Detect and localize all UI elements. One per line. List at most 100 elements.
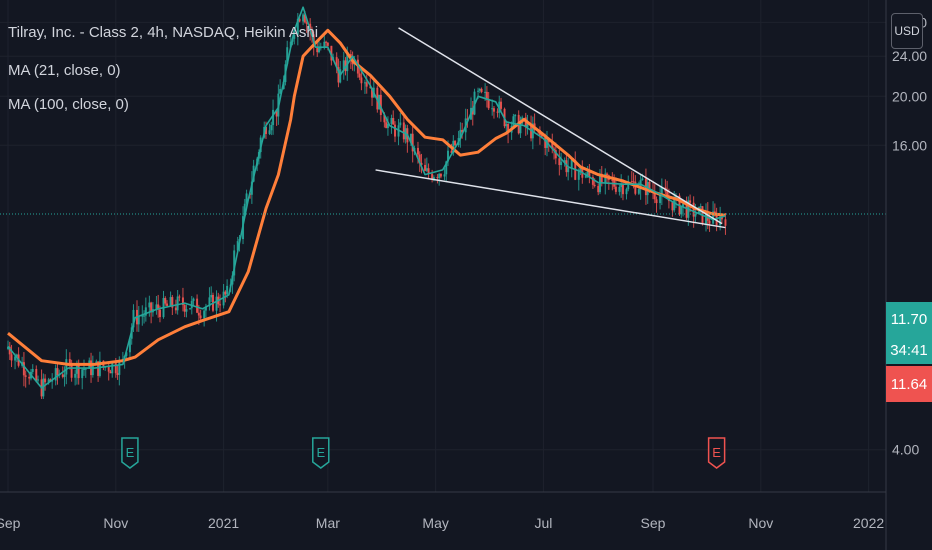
series-layer: [0, 6, 886, 389]
candle-body: [500, 101, 503, 109]
candle-body: [8, 346, 11, 355]
candle-body: [584, 175, 587, 178]
candle-body: [724, 219, 727, 226]
chart-title-legend[interactable]: Tilray, Inc. - Class 2, 4h, NASDAQ, Heik…: [8, 24, 319, 41]
candle-body: [91, 364, 94, 376]
candle-body: [618, 186, 621, 192]
candle-body: [208, 297, 211, 307]
candle-body: [270, 125, 273, 131]
candle-body: [318, 48, 321, 53]
price-tick-label: 16.00: [892, 137, 927, 153]
candle-body: [15, 354, 18, 357]
candle-body: [298, 18, 301, 22]
candle-body: [606, 173, 609, 176]
earnings-marker-1[interactable]: E: [121, 437, 139, 469]
candle-body: [128, 338, 131, 353]
candle-body: [54, 368, 57, 381]
candle-body: [674, 195, 677, 198]
candle-body: [685, 203, 688, 218]
candle-body: [107, 366, 110, 372]
candle-body: [22, 362, 25, 376]
candle-body: [491, 108, 494, 110]
candle-body: [579, 167, 582, 172]
candle-body: [268, 130, 271, 134]
time-tick-label: 2021: [208, 515, 239, 531]
candle-body: [158, 309, 161, 318]
candle-body: [305, 22, 308, 24]
ma100-legend[interactable]: MA (100, close, 0): [8, 96, 129, 113]
candle-body: [309, 23, 312, 31]
candle-body: [316, 46, 319, 53]
candle-body: [641, 178, 644, 181]
candle-body: [226, 285, 229, 295]
candle-body: [402, 122, 405, 140]
candle-body: [480, 88, 483, 92]
candle-body: [10, 354, 13, 361]
candle-body: [296, 18, 299, 35]
candle-body: [496, 111, 499, 113]
candle-body: [570, 159, 573, 168]
candle-body: [111, 363, 114, 374]
candle-body: [600, 173, 603, 184]
candle-body: [655, 199, 658, 204]
time-tick-label: Sep: [0, 515, 21, 531]
candle-body: [478, 88, 481, 91]
candle-body: [189, 308, 192, 310]
candle-body: [98, 360, 101, 376]
ma21-legend[interactable]: MA (21, close, 0): [8, 62, 121, 79]
candle-body: [199, 315, 202, 319]
candle-body: [192, 298, 195, 301]
ma21-line: [7, 6, 726, 389]
candle-body: [31, 369, 34, 372]
candle-body: [176, 296, 179, 311]
candle-body: [323, 41, 326, 48]
candle-body: [51, 380, 54, 382]
candle-body: [137, 315, 140, 325]
candle-body: [409, 133, 412, 143]
candle-body: [302, 14, 305, 22]
time-axis[interactable]: Sep Nov 2021 Mar May Jul Sep Nov 2022: [0, 515, 884, 531]
candle-body: [553, 148, 556, 151]
time-tick-label: May: [422, 515, 448, 531]
candle-body: [634, 181, 637, 194]
candle-body: [588, 171, 591, 178]
candle-body: [47, 379, 50, 383]
candle-body: [114, 363, 117, 374]
candle-body: [346, 54, 349, 72]
price-tick-label: 4.00: [892, 442, 919, 458]
trendlines-layer[interactable]: [375, 27, 726, 229]
time-tick-label: 2022: [853, 515, 884, 531]
candle-body: [392, 117, 395, 125]
candle-body: [74, 373, 77, 378]
candle-body: [620, 183, 623, 187]
candle-body: [272, 109, 275, 126]
candle-body: [56, 368, 59, 376]
earnings-marker-shape: [707, 437, 726, 469]
earnings-marker-2[interactable]: E: [312, 437, 330, 469]
price-tick-label: 20.00: [892, 88, 927, 104]
candle-body: [567, 167, 570, 173]
candle-body: [682, 203, 685, 207]
currency-button[interactable]: USD: [891, 13, 923, 49]
candle-body: [540, 135, 543, 137]
candle-body: [431, 173, 434, 180]
candle-body: [544, 136, 547, 148]
candle-body: [174, 307, 177, 311]
candle-body: [144, 307, 147, 316]
candle-body: [492, 108, 495, 112]
candle-body: [432, 177, 435, 180]
candle-body: [680, 206, 683, 215]
candle-body: [24, 375, 27, 377]
candle-body: [293, 34, 296, 39]
candle-body: [390, 117, 393, 124]
candle-body: [461, 129, 464, 133]
candle-body: [141, 315, 144, 317]
earnings-marker-label: E: [316, 445, 325, 460]
candle-body: [335, 57, 338, 68]
candle-body: [706, 211, 709, 221]
earnings-marker-3[interactable]: E: [707, 437, 726, 469]
candle-body: [224, 291, 227, 295]
candle-body: [181, 297, 184, 306]
